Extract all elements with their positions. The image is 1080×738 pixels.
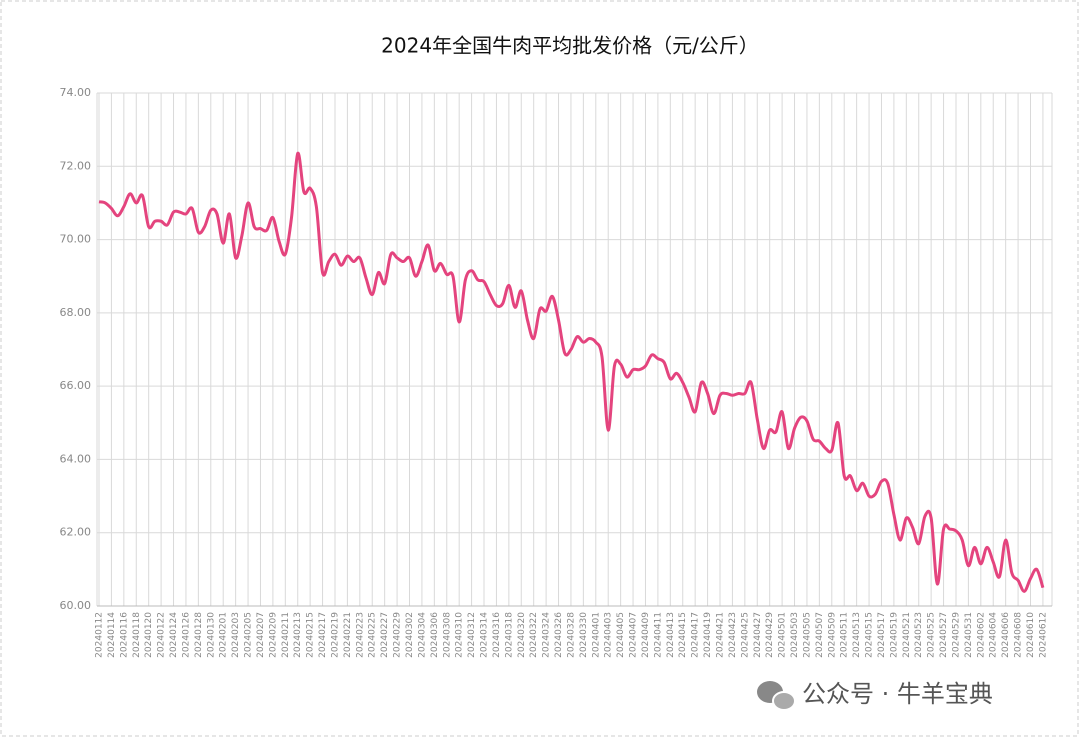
y-tick-label: 74.00 xyxy=(60,86,92,99)
x-tick-label: 20240519 xyxy=(889,612,899,658)
x-tick-label: 20240211 xyxy=(281,612,291,658)
x-tick-label: 20240124 xyxy=(169,612,179,658)
x-tick-label: 20240118 xyxy=(132,612,142,658)
y-tick-label: 66.00 xyxy=(60,379,92,392)
x-tick-label: 20240209 xyxy=(268,612,278,658)
chart-title: 2024年全国牛肉平均批发价格（元/公斤） xyxy=(381,34,759,58)
watermark-icon xyxy=(757,681,796,711)
x-tick-label: 20240304 xyxy=(417,612,427,658)
watermark: 公众号 · 牛羊宝典 xyxy=(802,680,993,708)
x-tick-label: 20240306 xyxy=(430,612,440,658)
x-tick-label: 20240405 xyxy=(616,612,626,658)
x-tick-label: 20240223 xyxy=(355,612,365,658)
x-tick-label: 20240517 xyxy=(877,612,887,658)
x-tick-label: 20240415 xyxy=(678,612,688,658)
x-tick-label: 20240604 xyxy=(989,612,999,658)
y-tick-label: 62.00 xyxy=(60,526,92,539)
x-tick-label: 20240608 xyxy=(1014,612,1024,658)
x-tick-label: 20240326 xyxy=(554,612,564,658)
y-tick-label: 68.00 xyxy=(60,306,92,319)
x-tick-label: 20240421 xyxy=(716,612,726,658)
x-tick-label: 20240610 xyxy=(1026,612,1036,658)
x-tick-label: 20240318 xyxy=(504,612,514,658)
x-tick-label: 20240324 xyxy=(542,612,552,658)
x-tick-label: 20240529 xyxy=(951,612,961,658)
x-tick-label: 20240407 xyxy=(629,612,639,658)
x-tick-label: 20240310 xyxy=(455,612,465,658)
x-tick-label: 20240427 xyxy=(753,612,763,658)
x-tick-label: 20240411 xyxy=(653,612,663,658)
x-tick-label: 20240116 xyxy=(119,612,129,658)
x-tick-label: 20240302 xyxy=(405,612,415,658)
x-tick-label: 20240203 xyxy=(231,612,241,658)
x-tick-label: 20240201 xyxy=(219,612,229,658)
x-tick-label: 20240128 xyxy=(194,612,204,658)
x-tick-label: 20240505 xyxy=(802,612,812,658)
x-tick-label: 20240215 xyxy=(306,612,316,658)
x-tick-label: 20240213 xyxy=(293,612,303,658)
x-tick-label: 20240525 xyxy=(927,612,937,658)
x-tick-label: 20240320 xyxy=(517,612,527,658)
x-tick-label: 20240314 xyxy=(480,612,490,658)
x-tick-label: 20240507 xyxy=(815,612,825,658)
x-tick-label: 20240429 xyxy=(765,612,775,658)
x-tick-label: 20240602 xyxy=(976,612,986,658)
x-tick-label: 20240606 xyxy=(1001,612,1011,658)
x-tick-label: 20240316 xyxy=(492,612,502,658)
x-tick-label: 20240219 xyxy=(330,612,340,658)
y-tick-label: 72.00 xyxy=(60,159,92,172)
x-tick-label: 20240521 xyxy=(902,612,912,658)
x-tick-label: 20240205 xyxy=(244,612,254,658)
x-tick-label: 20240401 xyxy=(591,612,601,658)
x-tick-label: 20240513 xyxy=(852,612,862,658)
x-tick-label: 20240409 xyxy=(641,612,651,658)
x-tick-label: 20240225 xyxy=(368,612,378,658)
x-tick-label: 20240221 xyxy=(343,612,353,658)
x-tick-label: 20240515 xyxy=(865,612,875,658)
x-tick-label: 20240425 xyxy=(740,612,750,658)
x-tick-label: 20240501 xyxy=(778,612,788,658)
x-tick-label: 20240612 xyxy=(1038,612,1048,658)
x-tick-label: 20240531 xyxy=(964,612,974,658)
x-tick-label: 20240312 xyxy=(467,612,477,658)
x-tick-label: 20240229 xyxy=(393,612,403,658)
x-tick-label: 20240308 xyxy=(442,612,452,658)
x-tick-label: 20240423 xyxy=(728,612,738,658)
x-tick-label: 20240511 xyxy=(840,612,850,658)
x-tick-label: 20240120 xyxy=(144,612,154,658)
x-tick-label: 20240527 xyxy=(939,612,949,658)
x-tick-label: 20240419 xyxy=(703,612,713,658)
x-tick-label: 20240509 xyxy=(827,612,837,658)
y-tick-label: 64.00 xyxy=(60,452,92,465)
x-tick-label: 20240503 xyxy=(790,612,800,658)
x-tick-label: 20240403 xyxy=(604,612,614,658)
x-tick-label: 20240207 xyxy=(256,612,266,658)
x-tick-label: 20240112 xyxy=(95,612,105,658)
y-tick-label: 70.00 xyxy=(60,233,92,246)
x-tick-label: 20240122 xyxy=(157,612,167,658)
x-tick-label: 20240523 xyxy=(914,612,924,658)
y-tick-label: 60.00 xyxy=(60,599,92,612)
x-tick-label: 20240114 xyxy=(107,612,117,658)
x-tick-label: 20240328 xyxy=(566,612,576,658)
x-tick-label: 20240126 xyxy=(181,612,191,658)
x-tick-label: 20240413 xyxy=(666,612,676,658)
x-tick-label: 20240417 xyxy=(691,612,701,658)
x-tick-label: 20240217 xyxy=(318,612,328,658)
line-series xyxy=(98,151,1045,593)
x-tick-label: 20240330 xyxy=(579,612,589,658)
x-tick-label: 20240227 xyxy=(380,612,390,658)
x-tick-label: 20240130 xyxy=(206,612,216,658)
x-tick-label: 20240322 xyxy=(529,612,539,658)
